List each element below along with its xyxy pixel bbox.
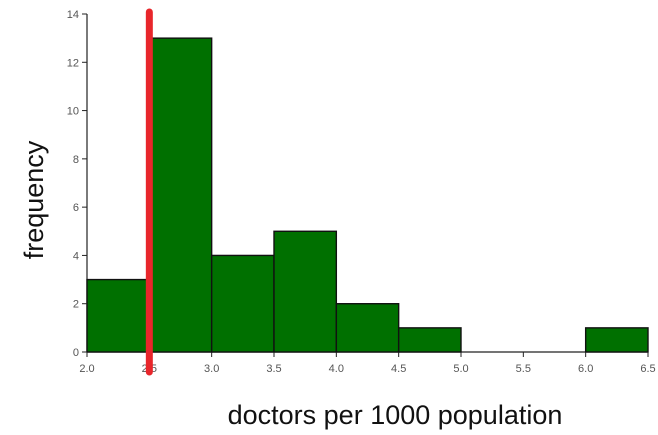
y-axis-title: frequency xyxy=(19,140,49,259)
x-tick-label-2: 3.0 xyxy=(204,363,219,375)
x-tick-label-9: 6.5 xyxy=(640,363,655,375)
x-tick-label-3: 3.5 xyxy=(266,363,281,375)
y-tick-label-3: 6 xyxy=(73,202,79,214)
x-tick-label-7: 5.5 xyxy=(516,363,531,375)
y-tick-label-0: 0 xyxy=(73,347,79,359)
histogram-bar-5 xyxy=(397,327,462,353)
histogram-bar-3 xyxy=(273,230,338,353)
histogram-bar-0 xyxy=(86,278,151,353)
histogram-bar-1 xyxy=(148,37,213,353)
x-tick-label-8: 6.0 xyxy=(578,363,593,375)
x-axis-title: doctors per 1000 population xyxy=(228,400,563,430)
y-tick-label-2: 4 xyxy=(73,250,79,262)
y-tick-label-6: 12 xyxy=(67,57,79,69)
x-tick-label-0: 2.0 xyxy=(79,363,94,375)
x-tick-label-6: 5.0 xyxy=(453,363,468,375)
histogram-bar-8 xyxy=(584,327,649,353)
plot-area: 024681012142.02.53.03.54.04.55.05.56.06.… xyxy=(67,8,656,376)
histogram-bar-2 xyxy=(210,254,275,353)
histogram-bar-4 xyxy=(335,303,400,353)
y-tick-label-5: 10 xyxy=(67,106,79,118)
x-tick-label-5: 4.5 xyxy=(391,363,406,375)
y-tick-label-4: 8 xyxy=(73,154,79,166)
y-tick-label-7: 14 xyxy=(67,9,79,21)
x-tick-label-4: 4.0 xyxy=(329,363,344,375)
y-tick-label-1: 2 xyxy=(73,299,79,311)
